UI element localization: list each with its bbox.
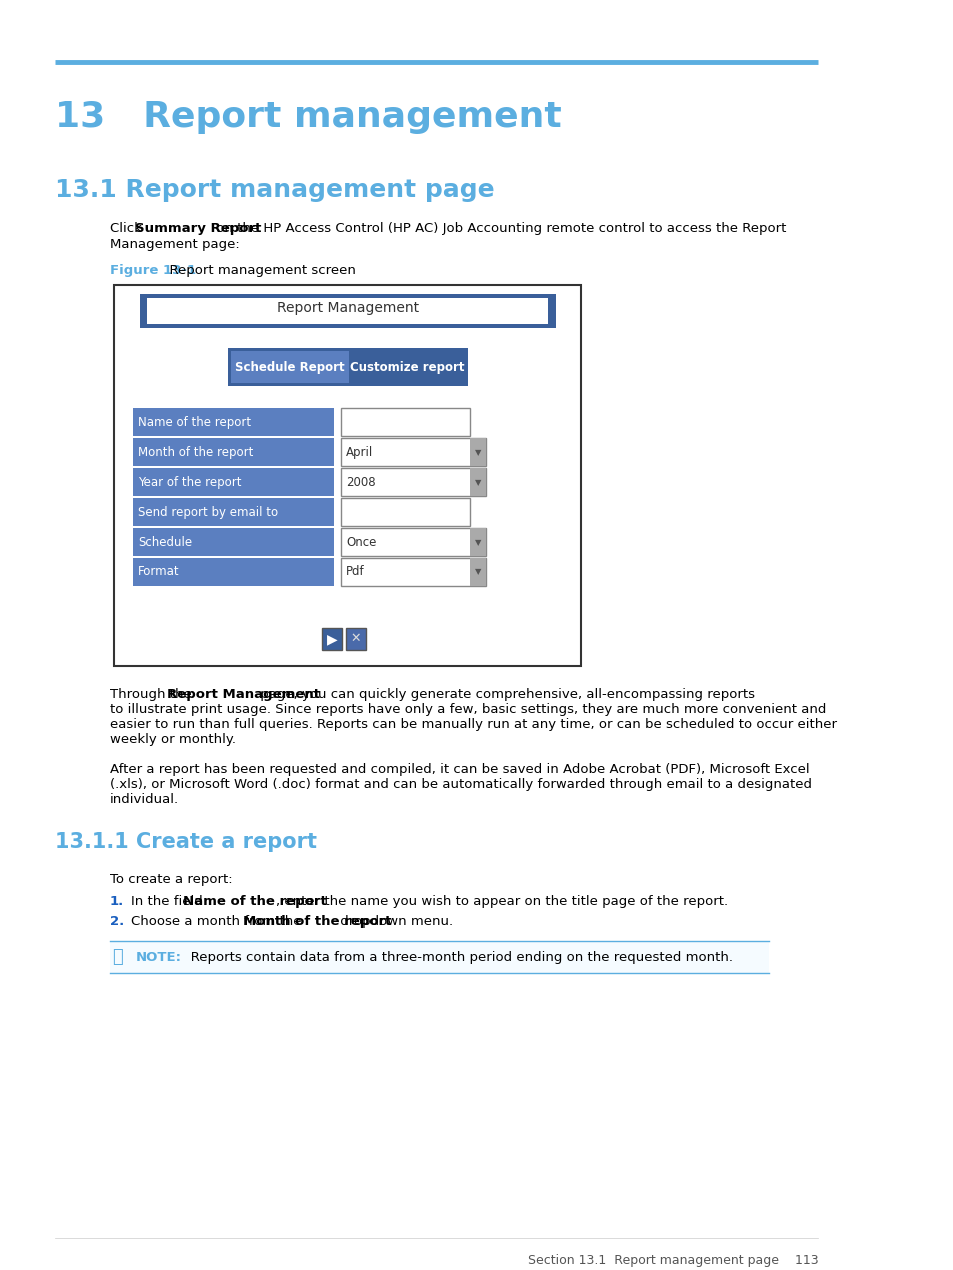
FancyBboxPatch shape	[132, 408, 334, 436]
Text: easier to run than full queries. Reports can be manually run at any time, or can: easier to run than full queries. Reports…	[110, 718, 836, 730]
Text: In the field: In the field	[131, 895, 207, 908]
Text: ▼: ▼	[475, 537, 480, 546]
Text: individual.: individual.	[110, 792, 179, 805]
Text: Report Management: Report Management	[167, 688, 319, 701]
FancyBboxPatch shape	[132, 558, 334, 585]
Text: 1.: 1.	[110, 895, 124, 908]
FancyBboxPatch shape	[228, 348, 467, 386]
FancyBboxPatch shape	[114, 284, 580, 665]
Text: , enter the name you wish to appear on the title page of the report.: , enter the name you wish to appear on t…	[276, 895, 728, 908]
Text: Section 13.1  Report management page    113: Section 13.1 Report management page 113	[527, 1253, 818, 1266]
FancyBboxPatch shape	[132, 528, 334, 556]
FancyBboxPatch shape	[132, 469, 334, 497]
Text: ▼: ▼	[475, 448, 480, 457]
Text: After a report has been requested and compiled, it can be saved in Adobe Acrobat: After a report has been requested and co…	[110, 763, 809, 776]
Text: Reports contain data from a three-month period ending on the requested month.: Reports contain data from a three-month …	[177, 951, 732, 964]
Text: page, you can quickly generate comprehensive, all-encompassing reports: page, you can quickly generate comprehen…	[256, 688, 755, 701]
Text: Once: Once	[346, 536, 376, 549]
FancyBboxPatch shape	[469, 438, 486, 466]
Text: Management page:: Management page:	[110, 237, 239, 250]
Text: ▼: ▼	[475, 478, 480, 486]
FancyBboxPatch shape	[322, 627, 342, 650]
FancyBboxPatch shape	[110, 941, 768, 973]
Text: Customize report: Customize report	[350, 361, 464, 373]
Text: Format: Format	[138, 565, 180, 579]
FancyBboxPatch shape	[341, 498, 469, 526]
FancyBboxPatch shape	[346, 627, 366, 650]
FancyBboxPatch shape	[341, 528, 486, 556]
FancyBboxPatch shape	[469, 558, 486, 585]
Text: Through the: Through the	[110, 688, 195, 701]
FancyBboxPatch shape	[140, 295, 555, 329]
Text: Year of the report: Year of the report	[138, 476, 241, 489]
Text: Month of the report: Month of the report	[242, 916, 391, 928]
Text: (.xls), or Microsoft Word (.doc) format and can be automatically forwarded throu: (.xls), or Microsoft Word (.doc) format …	[110, 777, 811, 791]
Text: Name of the report: Name of the report	[138, 415, 251, 429]
Text: Report Management: Report Management	[276, 301, 418, 315]
Text: Report management screen: Report management screen	[161, 264, 355, 277]
Text: Click: Click	[110, 221, 146, 235]
Text: Choose a month from the: Choose a month from the	[131, 916, 305, 928]
Text: Figure 13-1: Figure 13-1	[110, 264, 195, 277]
FancyBboxPatch shape	[147, 298, 548, 324]
Text: to illustrate print usage. Since reports have only a few, basic settings, they a: to illustrate print usage. Since reports…	[110, 702, 825, 716]
Text: 2008: 2008	[346, 476, 375, 489]
Text: Pdf: Pdf	[346, 565, 364, 579]
FancyBboxPatch shape	[341, 469, 486, 497]
FancyBboxPatch shape	[341, 438, 486, 466]
Text: ✕: ✕	[351, 632, 361, 645]
FancyBboxPatch shape	[231, 352, 349, 384]
Text: Schedule: Schedule	[138, 536, 193, 549]
FancyBboxPatch shape	[341, 408, 469, 436]
Text: Schedule Report: Schedule Report	[234, 361, 344, 373]
Text: 2.: 2.	[110, 916, 124, 928]
Text: NOTE:: NOTE:	[135, 951, 181, 964]
Text: weekly or monthly.: weekly or monthly.	[110, 733, 235, 745]
Text: 13.1 Report management page: 13.1 Report management page	[55, 178, 494, 202]
Text: Month of the report: Month of the report	[138, 446, 253, 458]
FancyBboxPatch shape	[132, 498, 334, 526]
Text: ▼: ▼	[475, 568, 480, 577]
Text: 13   Report management: 13 Report management	[55, 100, 561, 133]
Text: Summary Report: Summary Report	[135, 221, 261, 235]
Text: dropdown menu.: dropdown menu.	[335, 916, 453, 928]
FancyBboxPatch shape	[469, 469, 486, 497]
FancyBboxPatch shape	[341, 558, 486, 585]
Text: Send report by email to: Send report by email to	[138, 505, 278, 518]
FancyBboxPatch shape	[469, 528, 486, 556]
Text: ▶: ▶	[327, 632, 337, 646]
Text: Name of the report: Name of the report	[183, 895, 327, 908]
Text: 13.1.1 Create a report: 13.1.1 Create a report	[55, 832, 316, 852]
FancyBboxPatch shape	[132, 438, 334, 466]
Text: To create a report:: To create a report:	[110, 874, 233, 886]
Text: ⎀: ⎀	[112, 949, 122, 966]
Text: on the HP Access Control (HP AC) Job Accounting remote control to access the Rep: on the HP Access Control (HP AC) Job Acc…	[213, 221, 786, 235]
FancyBboxPatch shape	[350, 352, 464, 384]
Text: April: April	[346, 446, 373, 458]
